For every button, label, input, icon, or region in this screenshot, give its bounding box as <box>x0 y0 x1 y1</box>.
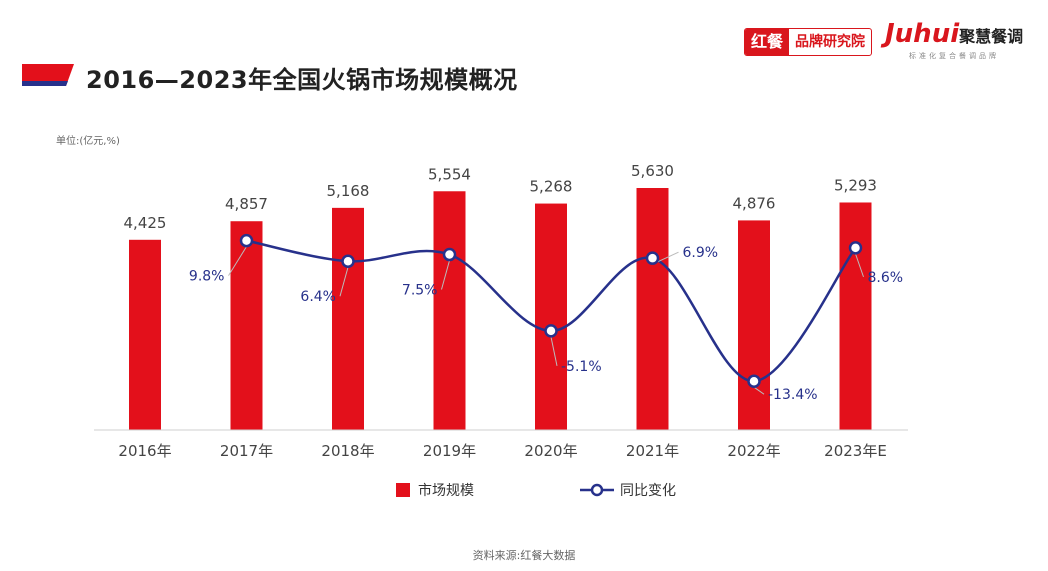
yoy-point <box>442 247 457 262</box>
bar-value-label: 4,857 <box>225 195 268 213</box>
yoy-label-leader <box>855 253 864 278</box>
legend-line-label: 同比变化 <box>620 483 676 499</box>
yoy-value-label: 6.9% <box>683 245 719 261</box>
bar-3 <box>433 191 466 430</box>
x-tick-label: 2020年 <box>524 442 577 460</box>
x-tick-labels: 2016年 2017年 2018年 2019年 2020年 2021年 2022年 2023年… <box>118 442 886 460</box>
bar-value-label: 5,168 <box>327 182 370 200</box>
title-accent-icon <box>22 64 74 86</box>
x-tick-label: 2018年 <box>321 442 374 460</box>
yoy-label-leader <box>228 246 247 276</box>
bar-4 <box>535 203 567 430</box>
yoy-point <box>645 251 660 265</box>
x-tick-label: 2016年 <box>118 442 171 460</box>
bar-0 <box>129 239 161 430</box>
brand2-cn: 聚慧餐调 <box>959 27 1024 46</box>
bar-5 <box>636 188 669 430</box>
x-tick-label: 2021年 <box>626 442 679 460</box>
bar-value-label: 4,876 <box>733 194 776 212</box>
unit-label: 单位:(亿元,%) <box>56 136 120 147</box>
yoy-label-leader <box>550 336 558 367</box>
bar-series <box>129 188 872 430</box>
yoy-value-label: 6.4% <box>300 289 336 305</box>
yoy-point <box>747 374 761 388</box>
yoy-value-label: -5.1% <box>561 359 602 375</box>
yoy-points <box>239 233 863 388</box>
brand2-sub: 标准化复合餐调品牌 <box>909 52 999 60</box>
yoy-label-leader <box>441 260 450 290</box>
bar-1 <box>230 221 263 430</box>
legend: 市场规模 同比变化 <box>0 480 1048 500</box>
bar-value-label: 5,268 <box>530 178 573 196</box>
bar-7 <box>839 202 872 430</box>
yoy-point <box>239 233 254 248</box>
bar-2 <box>332 207 364 430</box>
yoy-point <box>848 241 863 255</box>
bar-value-labels: 4,425 4,857 5,168 5,554 5,268 5,630 4,876 5,293 <box>124 162 877 232</box>
brand2-logo: Juhui <box>885 19 960 49</box>
legend-line-swatch <box>580 483 614 497</box>
yoy-value-label: 9.8% <box>189 269 225 285</box>
page-title: 2016—2023年全国火锅市场规模概况 <box>86 66 518 94</box>
x-tick-label: 2023年E <box>824 442 887 460</box>
yoy-value-label: 8.6% <box>868 270 904 286</box>
bar-value-label: 5,293 <box>834 176 877 194</box>
yoy-value-labels: 9.8% 6.4% 7.5% -5.1% 6.9% -13.4% 8.6% <box>189 245 903 403</box>
brand1-sub: 品牌研究院 <box>795 34 866 50</box>
bar-value-label: 5,554 <box>428 165 471 183</box>
x-tick-label: 2019年 <box>423 442 476 460</box>
x-tick-label: 2022年 <box>727 442 780 460</box>
brand-logo-juhui: Juhui聚慧餐调 标准化复合餐调品牌 <box>885 20 1030 61</box>
x-tick-label: 2017年 <box>220 442 273 460</box>
legend-item-line: 同比变化 <box>580 480 676 500</box>
yoy-value-label: -13.4% <box>768 387 818 403</box>
brand-logo-research: 红餐 品牌研究院 <box>744 28 873 56</box>
source-label: 资料来源:红餐大数据 <box>472 549 576 562</box>
legend-bar-swatch <box>396 483 410 497</box>
bar-value-label: 5,630 <box>631 162 674 180</box>
brand1-main: 红餐 <box>745 29 790 55</box>
bar-6 <box>738 220 770 430</box>
yoy-label-leader <box>753 386 765 395</box>
yoy-point <box>341 254 355 268</box>
yoy-label-leader <box>339 267 349 297</box>
legend-bar-label: 市场规模 <box>418 483 474 499</box>
bar-value-label: 4,425 <box>124 214 167 232</box>
legend-item-bar: 市场规模 <box>396 480 474 500</box>
yoy-point <box>544 324 558 338</box>
yoy-value-label: 7.5% <box>402 283 438 299</box>
